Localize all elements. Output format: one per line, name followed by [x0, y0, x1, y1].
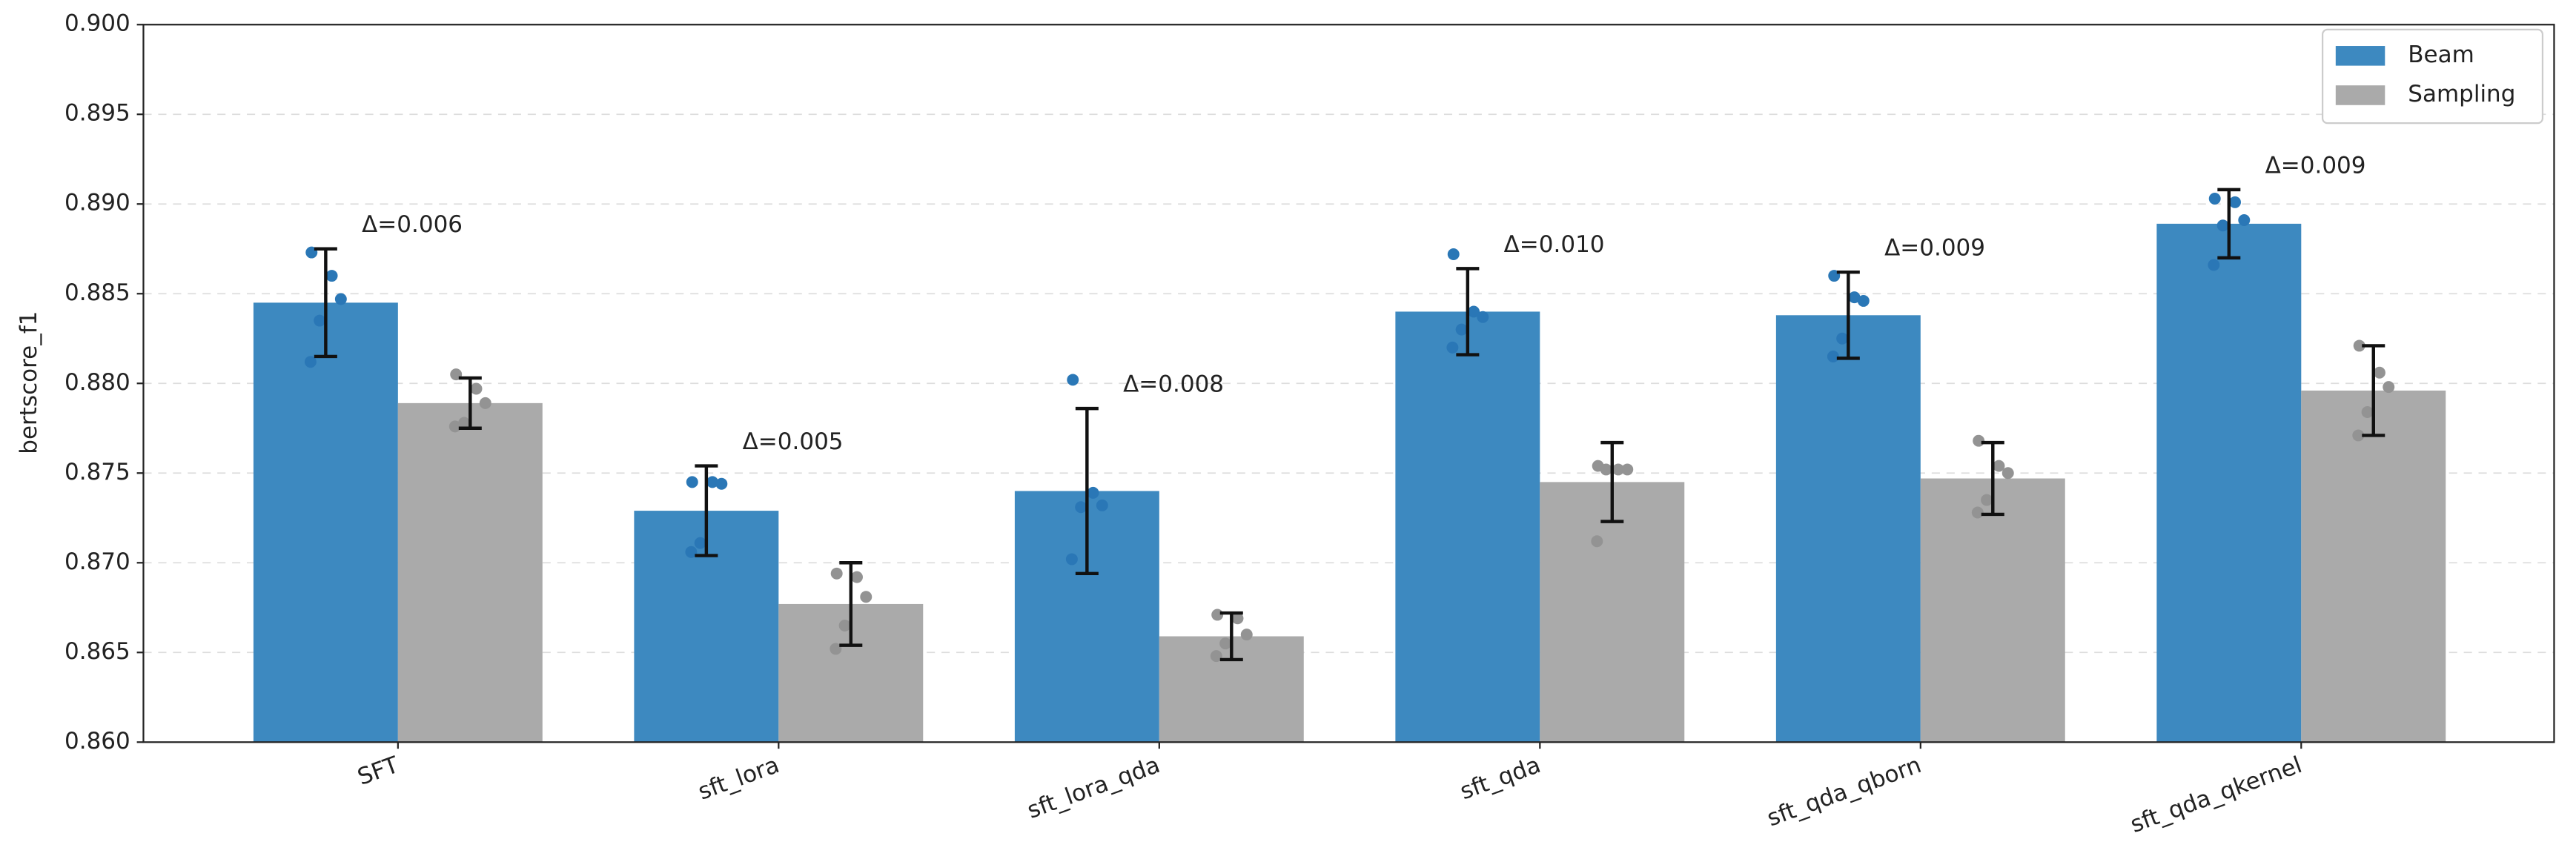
- annotation: Δ=0.008: [1123, 371, 1224, 398]
- data-point: [1600, 463, 1612, 476]
- annotation: Δ=0.005: [743, 428, 844, 455]
- annotation: Δ=0.006: [362, 211, 463, 238]
- bar: [1395, 311, 1540, 743]
- data-point: [2352, 429, 2365, 442]
- data-point: [1455, 323, 1468, 336]
- data-point: [470, 382, 483, 395]
- y-tick-label: 0.890: [64, 190, 130, 216]
- data-point: [334, 293, 347, 305]
- x-tick-label: sft_qda: [1457, 752, 1544, 805]
- data-point: [458, 417, 471, 429]
- data-point: [685, 546, 698, 558]
- bar: [2156, 223, 2302, 743]
- bar: [1920, 478, 2065, 743]
- data-point: [2208, 193, 2221, 205]
- data-point: [2229, 196, 2241, 208]
- y-tick-label: 0.880: [64, 369, 130, 396]
- data-point: [1240, 629, 1253, 641]
- data-point: [1219, 637, 1232, 650]
- data-point: [830, 643, 842, 655]
- y-tick-label: 0.860: [64, 728, 130, 755]
- annotation: Δ=0.010: [1504, 231, 1605, 258]
- data-point: [2353, 339, 2365, 352]
- data-point: [2208, 259, 2220, 271]
- bar: [1775, 315, 1921, 743]
- data-point: [1971, 506, 1984, 519]
- y-tick-label: 0.870: [64, 548, 130, 575]
- x-tick-label: sft_lora: [695, 752, 783, 806]
- x-tick-label: sft_lora_qda: [1024, 752, 1163, 824]
- data-point: [830, 567, 843, 580]
- data-point: [1075, 501, 1087, 514]
- data-point: [1210, 650, 1222, 663]
- data-point: [1993, 460, 2005, 472]
- y-tick-label: 0.885: [64, 279, 130, 306]
- data-point: [1446, 341, 1459, 354]
- data-point: [715, 477, 728, 490]
- data-point: [2383, 381, 2395, 394]
- y-tick-label: 0.865: [64, 638, 130, 665]
- y-axis-label: bertscore_f1: [16, 311, 42, 454]
- data-point: [1836, 332, 1849, 345]
- y-tick-label: 0.875: [64, 459, 130, 485]
- x-tick-label: sft_qda_qkernel: [2127, 752, 2305, 838]
- data-point: [694, 537, 706, 549]
- data-point: [2001, 467, 2014, 480]
- data-point: [1096, 499, 1108, 511]
- data-point: [686, 476, 698, 488]
- bar: [1540, 482, 1685, 743]
- data-point: [1211, 609, 1224, 621]
- data-point: [1621, 463, 1634, 476]
- data-point: [1827, 350, 1839, 362]
- data-point: [1447, 248, 1460, 260]
- x-tick-label: sft_qda_qborn: [1764, 752, 1924, 832]
- y-tick-label: 0.900: [64, 10, 130, 37]
- data-point: [1591, 535, 1603, 548]
- data-point: [1067, 374, 1079, 386]
- data-point: [1065, 553, 1078, 566]
- data-point: [1981, 494, 1993, 506]
- data-point: [2373, 366, 2385, 379]
- bar: [397, 402, 543, 743]
- data-point: [479, 397, 491, 409]
- bar: [2301, 390, 2446, 743]
- legend-swatch: [2335, 85, 2385, 105]
- data-point: [448, 420, 461, 433]
- data-point: [838, 620, 851, 631]
- data-point: [1087, 486, 1099, 499]
- annotation: Δ=0.009: [2265, 152, 2366, 179]
- bar: [253, 302, 398, 743]
- y-tick-label: 0.895: [64, 100, 130, 127]
- data-point: [1231, 612, 1244, 625]
- data-point: [2216, 219, 2229, 232]
- annotation: Δ=0.009: [1884, 235, 1985, 262]
- data-point: [1477, 311, 1489, 323]
- data-point: [1973, 434, 1985, 447]
- legend-label: Sampling: [2408, 81, 2515, 107]
- data-point: [860, 591, 873, 603]
- legend-label: Beam: [2408, 42, 2474, 68]
- data-point: [1848, 291, 1861, 304]
- data-point: [1612, 463, 1624, 476]
- plot-frame: [142, 24, 2555, 743]
- data-point: [851, 571, 863, 583]
- data-point: [304, 356, 317, 368]
- data-point: [706, 476, 719, 488]
- legend-swatch: [2335, 46, 2385, 66]
- data-point: [1468, 305, 1480, 318]
- data-point: [2238, 214, 2251, 226]
- data-point: [2361, 406, 2374, 418]
- data-point: [314, 314, 326, 327]
- x-tick-label: SFT: [354, 752, 403, 791]
- data-point: [325, 270, 338, 282]
- data-point: [1857, 294, 1870, 307]
